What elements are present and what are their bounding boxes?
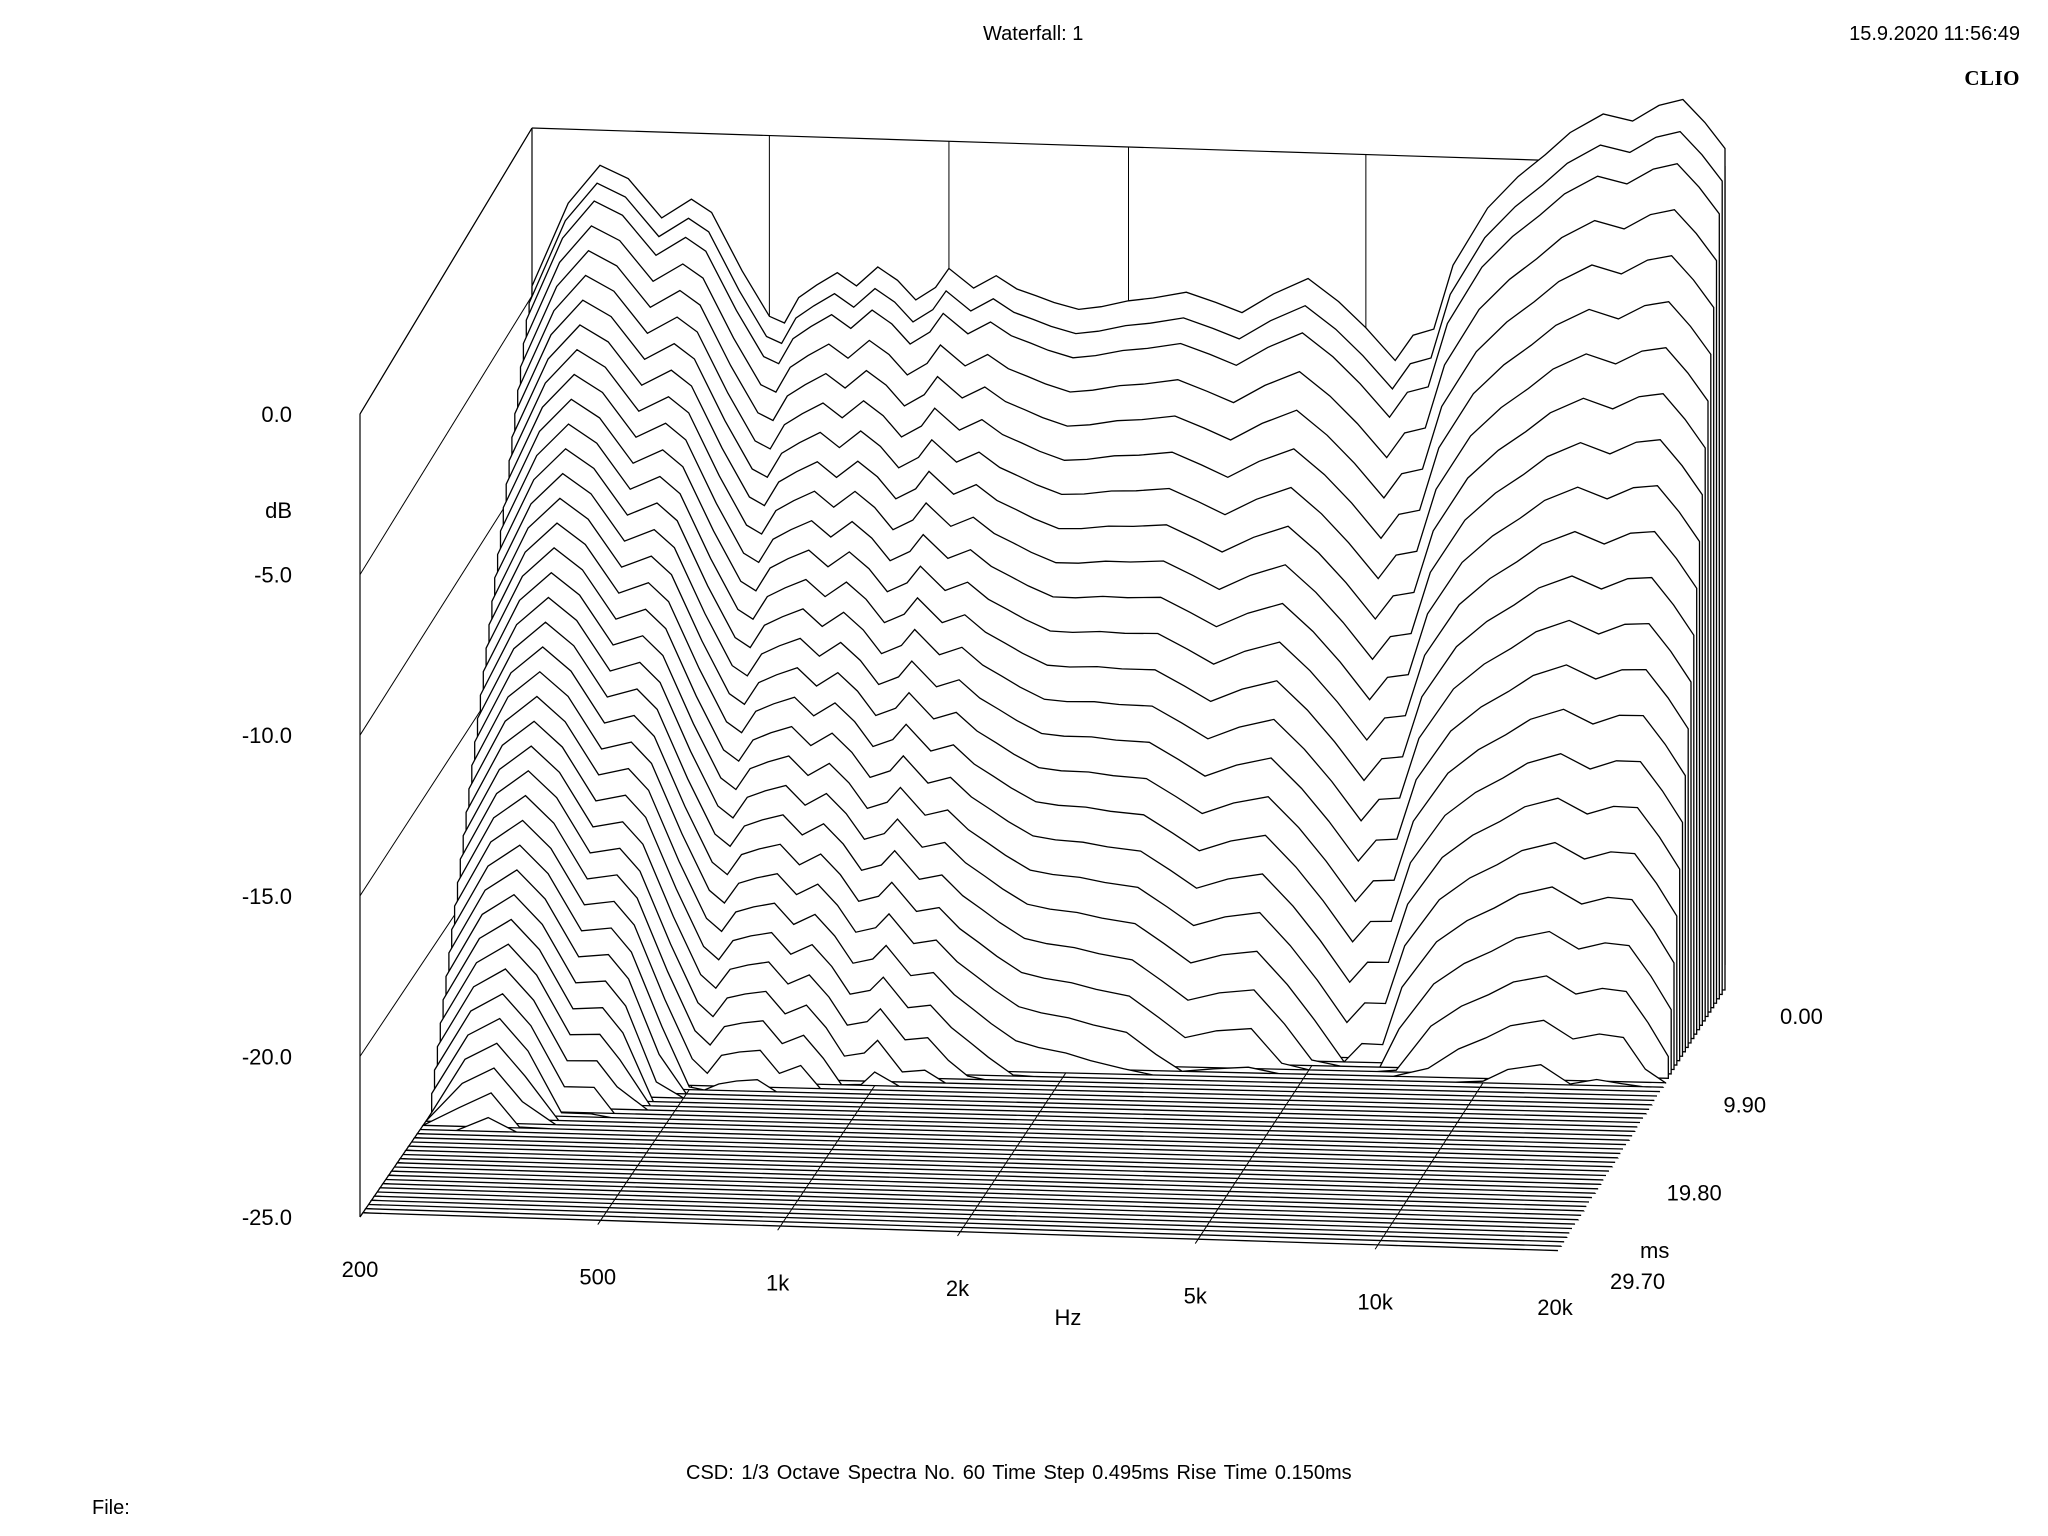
spectrum-slice-60 [361,1212,1560,1252]
wall-gridline-0.0 [359,127,533,415]
measurement-info: CSD: 1/3 Octave Spectra No. 60 Time Step… [686,1462,1352,1484]
clio-logo: CLIO [1964,66,2020,90]
spectrum-slice-34 [436,968,1633,1137]
spectrum-slice-41 [415,1133,1614,1168]
spectrum-slice-48 [395,1162,1594,1199]
spectrum-slice-40 [420,1116,1616,1163]
spectrum-slice-50 [389,1170,1589,1208]
spectrum-slice-31 [445,893,1641,1124]
spectrum-slice-51 [387,1174,1585,1212]
y-tick-label: -25.0 [242,1205,292,1230]
spectrum-slice-37 [427,1042,1624,1150]
axis-labels: 0.0 -5.0 -10.0 -15.0 -20.0 -25.0 dB 200 500 1k 2k 5… [242,402,1823,1330]
spectrum-slice-59 [364,1208,1563,1247]
spectrum-slice-32 [442,918,1640,1128]
file-label: File: [92,1497,130,1519]
spectrum-slice-38 [425,1067,1623,1155]
z-tick-label: 0.00 [1780,1004,1823,1029]
spectrum-slice-39 [421,1092,1619,1159]
timestamp: 15.9.2020 11:56:49 [1849,23,2020,45]
spectra-slices [361,98,1726,1252]
spectrum-slice-35 [433,992,1631,1141]
z-tick-label: 29.70 [1610,1269,1665,1294]
wall-gridline--5.0 [359,295,533,575]
spectrum-slice-46 [402,1153,1599,1190]
spectrum-slice-57 [369,1199,1568,1239]
spectrum-slice-33 [439,943,1636,1133]
y-tick-label: -5.0 [254,563,292,588]
z-tick-label: 19.80 [1667,1181,1722,1206]
x-tick-label: 200 [342,1257,379,1282]
spectrum-slice-36 [431,1017,1628,1146]
spectrum-slice-56 [372,1195,1572,1234]
chart-title: Waterfall: 1 [983,23,1084,45]
x-tick-label: 10k [1357,1289,1393,1314]
x-tick-label: 500 [579,1265,616,1290]
spectrum-slice-26 [459,769,1657,1102]
spectrum-slice-44 [407,1145,1606,1181]
x-tick-label: 20k [1537,1295,1573,1320]
spectrum-slice-54 [378,1187,1577,1225]
y-tick-label: 0.0 [261,402,292,427]
x-axis-label: Hz [1055,1305,1082,1330]
x-tick-label: 1k [766,1270,790,1295]
spectrum-slice-53 [381,1183,1580,1221]
z-axis-label: ms [1640,1238,1669,1263]
spectrum-slice-27 [456,794,1653,1106]
y-axis-label: dB [265,498,292,523]
spectrum-slice-55 [377,1191,1573,1230]
spectrum-slice-45 [404,1149,1602,1186]
spectrum-slice-52 [385,1178,1582,1216]
spectrum-slice-43 [411,1141,1607,1177]
z-tick-label: 9.90 [1723,1092,1766,1117]
y-tick-label: -20.0 [242,1044,292,1069]
spectrum-slice-47 [398,1158,1597,1194]
spectrum-slice-29 [451,844,1648,1115]
x-tick-label: 5k [1184,1284,1208,1309]
spectrum-slice-42 [412,1137,1611,1172]
spectrum-slice-58 [368,1203,1565,1243]
y-tick-label: -10.0 [242,723,292,748]
spectrum-slice-49 [394,1166,1590,1203]
y-tick-label: -15.0 [242,884,292,909]
spectrum-slice-30 [448,869,1645,1119]
x-tick-label: 2k [946,1276,970,1301]
